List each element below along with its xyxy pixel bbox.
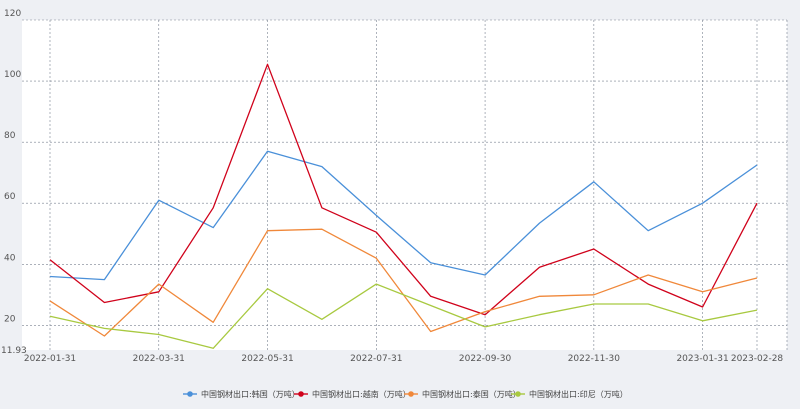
legend-label: 中国钢材出口:韩国（万吨） — [201, 389, 300, 399]
y-tick-label: 80 — [4, 131, 16, 141]
series-lines — [49, 63, 758, 349]
plot-area-background — [22, 20, 787, 350]
y-tick-label: 120 — [4, 9, 21, 19]
legend-swatch-dot — [187, 391, 193, 397]
x-tick-label: 2022-11-30 — [568, 354, 621, 364]
legend-label: 中国钢材出口:泰国（万吨） — [422, 389, 521, 399]
legend-item[interactable]: 中国钢材出口:印尼（万吨） — [511, 389, 628, 399]
gridlines — [22, 19, 788, 350]
legend-swatch-dot — [408, 391, 414, 397]
y-tick-label: 60 — [4, 192, 16, 202]
x-tick-label: 2022-05-31 — [241, 354, 293, 364]
series-line — [49, 283, 758, 349]
legend-label: 中国钢材出口:印尼（万吨） — [529, 389, 628, 399]
x-tick-label: 2022-01-31 — [24, 354, 76, 364]
legend-item[interactable]: 中国钢材出口:越南（万吨） — [294, 389, 411, 399]
legend-item[interactable]: 中国钢材出口:韩国（万吨） — [183, 389, 300, 399]
x-tick-label: 2022-09-30 — [459, 354, 512, 364]
x-tick-label: 2023-02-28 — [731, 354, 784, 364]
legend-swatch-dot — [298, 391, 304, 397]
legend[interactable]: 中国钢材出口:韩国（万吨） 中国钢材出口:越南（万吨） 中国钢材出口:泰国（万吨） 中… — [183, 389, 628, 399]
x-tick-label: 2022-03-31 — [133, 354, 185, 364]
y-tick-label: 20 — [4, 314, 16, 324]
x-tick-label: 2023-01-31 — [676, 354, 728, 364]
x-tick-label: 2022-07-31 — [350, 354, 402, 364]
legend-swatch-dot — [515, 391, 521, 397]
y-tick-label: 100 — [4, 70, 21, 80]
legend-item[interactable]: 中国钢材出口:泰国（万吨） — [404, 389, 521, 399]
legend-label: 中国钢材出口:越南（万吨） — [312, 389, 411, 399]
y-tick-label: 40 — [4, 253, 16, 263]
series-line — [49, 150, 758, 281]
y-min-label: 11.93 — [1, 346, 27, 356]
